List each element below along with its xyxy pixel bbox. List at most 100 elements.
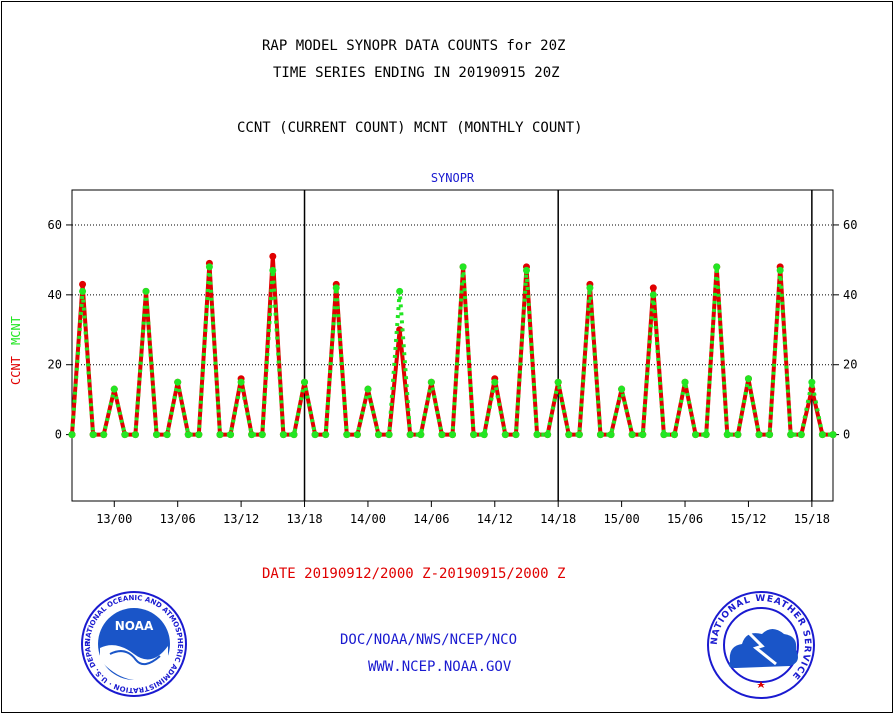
data-point-mcnt — [628, 431, 636, 439]
data-point-mcnt — [766, 431, 774, 439]
plot-frame — [71, 189, 834, 502]
data-point-mcnt — [449, 431, 456, 439]
data-point-mcnt — [797, 431, 805, 439]
title-line-2: TIME SERIES ENDING IN 20190915 20Z — [273, 65, 560, 81]
data-point-mcnt — [713, 263, 721, 271]
data-point-mcnt — [670, 431, 678, 439]
y-tick-label-right: 60 — [843, 218, 857, 232]
y-axis-label-ccnt: CCNT — [9, 356, 23, 385]
data-point-mcnt — [195, 431, 203, 439]
data-point-mcnt — [438, 431, 446, 439]
nws-logo: NATIONAL WEATHER SERVICE — [707, 591, 815, 699]
noaa-label: NOAA — [115, 619, 154, 633]
y-tick-label-right: 0 — [843, 428, 850, 442]
x-tick-label: 14/12 — [477, 512, 513, 526]
data-point-mcnt — [649, 291, 657, 299]
data-point-ccnt — [269, 252, 277, 260]
data-point-mcnt — [364, 385, 372, 393]
x-tick-label: 15/18 — [794, 512, 830, 526]
data-point-mcnt — [776, 266, 784, 274]
data-point-mcnt — [596, 431, 604, 439]
data-point-mcnt — [322, 431, 330, 439]
data-point-mcnt — [829, 431, 837, 439]
data-point-mcnt — [470, 431, 478, 439]
data-point-mcnt — [512, 431, 520, 439]
data-point-mcnt — [396, 287, 404, 295]
data-point-mcnt — [692, 431, 700, 439]
data-point-mcnt — [153, 431, 161, 439]
data-point-mcnt — [89, 431, 97, 439]
data-point-mcnt — [163, 431, 171, 439]
data-point-mcnt — [301, 378, 309, 386]
x-tick-label: 15/00 — [604, 512, 640, 526]
data-point-mcnt — [427, 378, 435, 386]
data-point-mcnt — [290, 431, 298, 439]
data-point-mcnt — [68, 431, 76, 439]
data-point-mcnt — [586, 284, 594, 292]
x-tick-label: 13/00 — [96, 512, 132, 526]
data-point-mcnt — [734, 431, 742, 439]
data-point-mcnt — [227, 431, 235, 439]
data-point-mcnt — [279, 431, 287, 439]
x-tick-label: 15/12 — [730, 512, 766, 526]
data-point-mcnt — [375, 431, 383, 439]
data-point-mcnt — [258, 431, 266, 439]
data-point-mcnt — [343, 431, 351, 439]
data-point-mcnt — [110, 385, 118, 393]
data-point-mcnt — [332, 284, 340, 292]
noaa-logo: NATIONAL OCEANIC AND ATMOSPHERIC ADMINIS… — [80, 590, 187, 697]
x-tick-label: 14/06 — [413, 512, 449, 526]
data-point-mcnt — [755, 431, 763, 439]
data-point-mcnt — [639, 431, 647, 439]
footer-url[interactable]: WWW.NCEP.NOAA.GOV — [368, 659, 512, 675]
data-point-mcnt — [184, 431, 192, 439]
data-point-mcnt — [522, 266, 530, 274]
data-point-mcnt — [575, 431, 583, 439]
data-point-mcnt — [100, 431, 108, 439]
y-tick-label-left: 60 — [48, 218, 62, 232]
data-point-mcnt — [142, 287, 150, 295]
subtitle: CCNT (CURRENT COUNT) MCNT (MONTHLY COUNT… — [237, 120, 583, 136]
x-tick-label: 14/18 — [540, 512, 576, 526]
y-tick-label-left: 40 — [48, 288, 62, 302]
data-point-mcnt — [269, 266, 277, 274]
data-point-mcnt — [607, 431, 615, 439]
data-point-mcnt — [480, 431, 488, 439]
data-point-mcnt — [216, 431, 224, 439]
y-tick-label-right: 20 — [843, 358, 857, 372]
data-point-mcnt — [79, 287, 87, 295]
data-point-mcnt — [459, 263, 467, 271]
chart-title: SYNOPR — [431, 171, 475, 185]
y-axis-label-mcnt: MCNT — [9, 316, 23, 345]
data-point-mcnt — [248, 431, 256, 439]
data-point-mcnt — [723, 431, 731, 439]
data-point-mcnt — [787, 431, 795, 439]
series-line-ccnt — [70, 254, 833, 437]
data-point-mcnt — [533, 431, 541, 439]
data-point-mcnt — [311, 431, 319, 439]
x-tick-label: 14/00 — [350, 512, 386, 526]
data-point-mcnt — [565, 431, 573, 439]
data-point-mcnt — [660, 431, 668, 439]
data-point-mcnt — [744, 375, 752, 383]
data-point-mcnt — [385, 431, 393, 439]
x-tick-label: 13/18 — [286, 512, 322, 526]
data-point-mcnt — [174, 378, 182, 386]
data-point-ccnt — [79, 280, 87, 288]
data-point-mcnt — [554, 378, 562, 386]
data-point-mcnt — [702, 431, 710, 439]
data-point-mcnt — [131, 431, 139, 439]
date-range: DATE 20190912/2000 Z-20190915/2000 Z — [262, 566, 566, 582]
y-tick-label-left: 20 — [48, 358, 62, 372]
x-tick-label: 13/12 — [223, 512, 259, 526]
data-point-mcnt — [417, 431, 425, 439]
data-point-mcnt — [353, 431, 361, 439]
x-tick-label: 13/06 — [160, 512, 196, 526]
data-point-ccnt — [649, 284, 657, 292]
data-point-mcnt — [501, 431, 509, 439]
title-line-1: RAP MODEL SYNOPR DATA COUNTS for 20Z — [262, 38, 566, 54]
footer-doc: DOC/NOAA/NWS/NCEP/NCO — [340, 632, 518, 648]
